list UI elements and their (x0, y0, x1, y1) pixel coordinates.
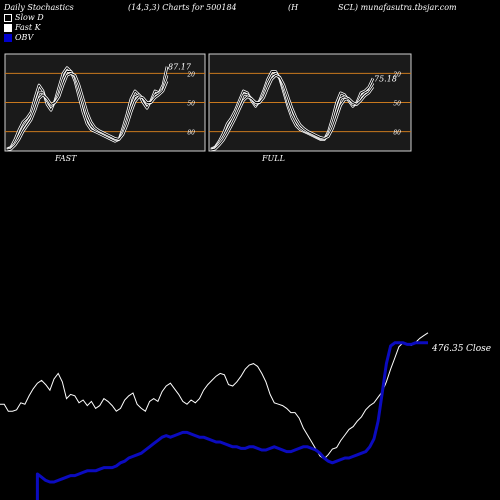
panel-name-label: FAST (54, 154, 77, 163)
tick-label: 50 (187, 101, 195, 108)
legend-swatch (4, 13, 12, 22)
site-label: SCL) munafasutra.tbsjar.com (338, 3, 457, 12)
series-line (210, 72, 374, 151)
tick-label: 80 (393, 130, 401, 137)
legend-slow-d: Slow D (4, 13, 44, 22)
legend-swatch (4, 33, 12, 42)
panel-name-label: FULL (261, 154, 285, 163)
legend-obv: OBV (4, 33, 33, 42)
last-value-label: 87.17 (168, 63, 192, 72)
symbol-label: (H (288, 3, 299, 12)
close-label: Close (466, 344, 491, 354)
obv-series-line (35, 341, 428, 500)
last-value-label: 75.18 (374, 74, 397, 83)
chart-subtitle: (14,3,3) Charts for 500184 (128, 3, 237, 12)
legend-swatch (4, 23, 12, 32)
tick-label: 80 (187, 130, 195, 137)
close-value-label: 476.35 (431, 344, 464, 354)
tick-label: 50 (393, 101, 401, 108)
series-line (210, 74, 374, 151)
tick-label: 20 (392, 71, 401, 78)
series-line (6, 72, 168, 151)
legend-label: Slow D (15, 13, 44, 22)
legend-label: Fast K (15, 23, 41, 32)
close-series-line (0, 332, 429, 460)
legend-fast-k: Fast K (4, 23, 41, 32)
chart-title: Daily Stochastics (4, 3, 74, 12)
legend-label: OBV (15, 33, 34, 42)
tick-label: 20 (186, 71, 195, 78)
